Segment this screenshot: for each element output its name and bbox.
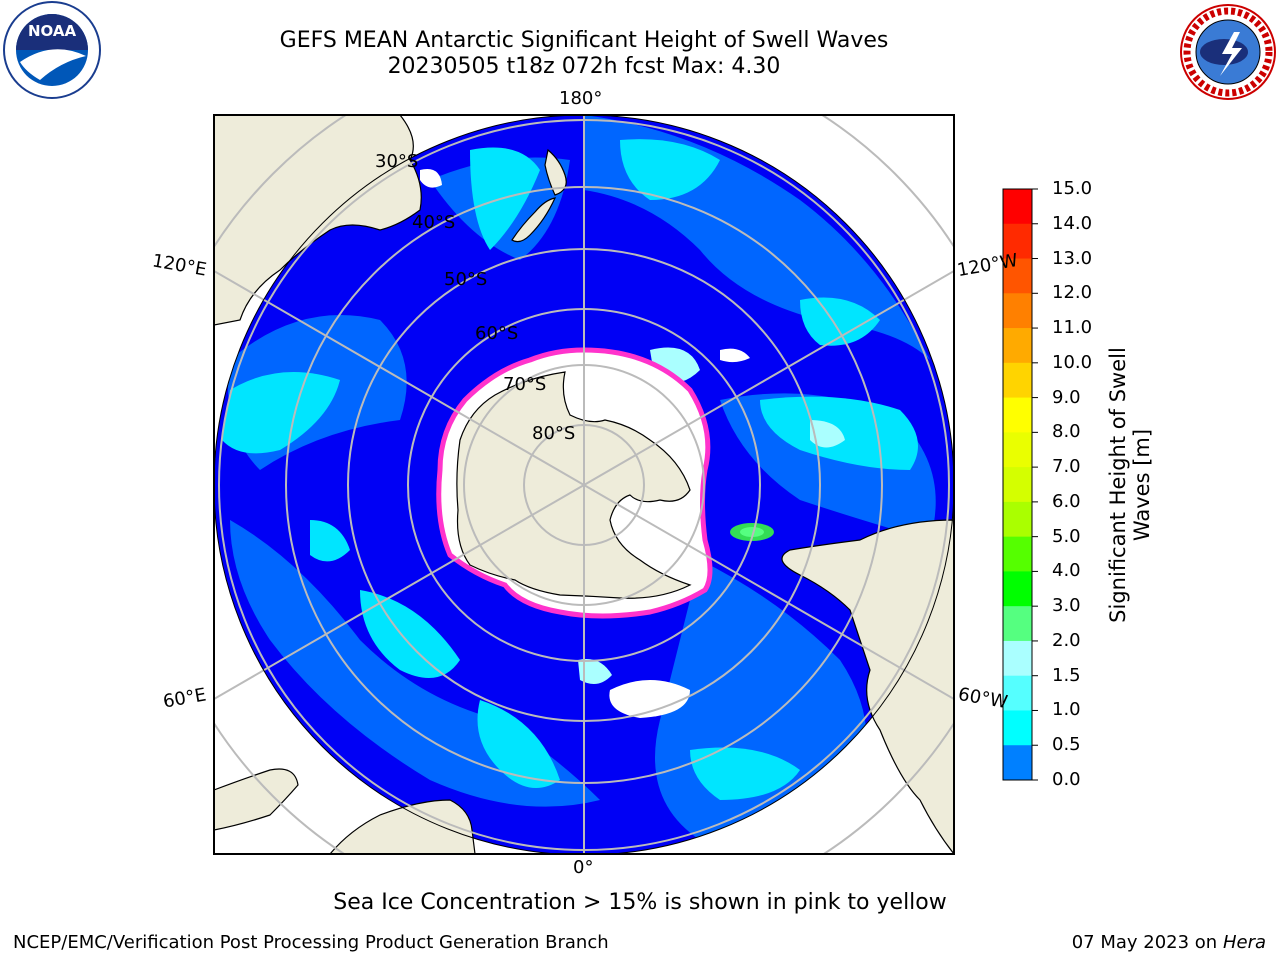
- lat-label-70s: 70°S: [503, 374, 547, 395]
- colorbar-label-line2: Waves [m]: [1130, 428, 1154, 542]
- colorbar-segment: [1003, 606, 1032, 642]
- colorbar-tick-label: 6.0: [1052, 490, 1081, 512]
- colorbar-tick-label: 1.0: [1052, 699, 1081, 721]
- colorbar-segment: [1003, 189, 1032, 225]
- lat-label-30s: 30°S: [375, 151, 419, 172]
- graticule: [214, 115, 954, 854]
- colorbar-tick-label: 1.5: [1052, 664, 1081, 686]
- colorbar-frame: [1002, 188, 1033, 781]
- colorbar-tick-label: 2.0: [1052, 629, 1081, 651]
- lat-label-40s: 40°S: [412, 212, 456, 233]
- colorbar-tick-label: 0.5: [1052, 734, 1081, 756]
- colorbar-segment: [1003, 501, 1032, 538]
- date-line: 07 May 2023 on Hera: [1072, 932, 1266, 953]
- colorbar-segment: [1003, 675, 1032, 711]
- colorbar-tick-label: 12.0: [1052, 282, 1093, 304]
- colorbar-segment: [1003, 432, 1032, 468]
- colorbar-segment: [1003, 640, 1032, 677]
- colorbar-tick-label: 14.0: [1052, 212, 1093, 234]
- colorbar-tick-label: 11.0: [1052, 317, 1093, 339]
- colorbar-segment: [1003, 536, 1032, 572]
- sea-ice-note: Sea Ice Concentration > 15% is shown in …: [333, 890, 947, 915]
- colorbar-segment: [1003, 328, 1032, 364]
- machine-name: Hera: [1222, 932, 1266, 953]
- colorbar-segment: [1003, 293, 1032, 329]
- colorbar-segment: [1003, 571, 1032, 607]
- nws-logo-icon: [1176, 2, 1280, 106]
- colorbar-tick-label: 10.0: [1052, 351, 1093, 373]
- colorbar-tick-label: 4.0: [1052, 560, 1081, 582]
- colorbar-segment: [1003, 745, 1032, 781]
- ocean-swell-field: [214, 115, 954, 854]
- colorbar-tick-label: 7.0: [1052, 456, 1081, 478]
- colorbar: [1002, 188, 1038, 781]
- colorbar-tick-label: 8.0: [1052, 421, 1081, 443]
- land-masses: [214, 115, 954, 854]
- colorbar-segment: [1003, 467, 1032, 503]
- antarctica: [456, 371, 692, 599]
- colorbar-tick-label: 5.0: [1052, 525, 1081, 547]
- colorbar-label: Significant Height of Swell Waves [m]: [1106, 305, 1154, 665]
- chart-title: GEFS MEAN Antarctic Significant Height o…: [279, 28, 889, 53]
- colorbar-segment: [1003, 258, 1032, 294]
- lat-label-60s: 60°S: [475, 323, 519, 344]
- colorbar-segment: [1003, 223, 1032, 260]
- colorbar-tick-label: 3.0: [1052, 595, 1081, 617]
- chart-subtitle: 20230505 t18z 072h fcst Max: 4.30: [387, 54, 781, 79]
- lon-label-180: 180°: [559, 88, 603, 109]
- colorbar-segment: [1003, 362, 1032, 399]
- colorbar-segment: [1003, 710, 1032, 746]
- lat-label-50s: 50°S: [444, 269, 488, 290]
- colorbar-tick-label: 9.0: [1052, 386, 1081, 408]
- colorbar-segment: [1003, 397, 1032, 433]
- credit-line: NCEP/EMC/Verification Post Processing Pr…: [13, 932, 609, 953]
- colorbar-tick-label: 0.0: [1052, 769, 1081, 790]
- map-frame: [213, 114, 955, 855]
- colorbar-tick-label: 15.0: [1052, 178, 1093, 199]
- svg-text:NOAA: NOAA: [28, 22, 77, 40]
- date-text: 07 May 2023 on: [1071, 932, 1218, 953]
- colorbar-label-line1: Significant Height of Swell: [1106, 347, 1130, 623]
- lon-label-0: 0°: [573, 857, 594, 878]
- colorbar-tick-label: 13.0: [1052, 247, 1093, 269]
- lat-label-80s: 80°S: [532, 423, 576, 444]
- noaa-logo-icon: NOAA: [0, 0, 104, 104]
